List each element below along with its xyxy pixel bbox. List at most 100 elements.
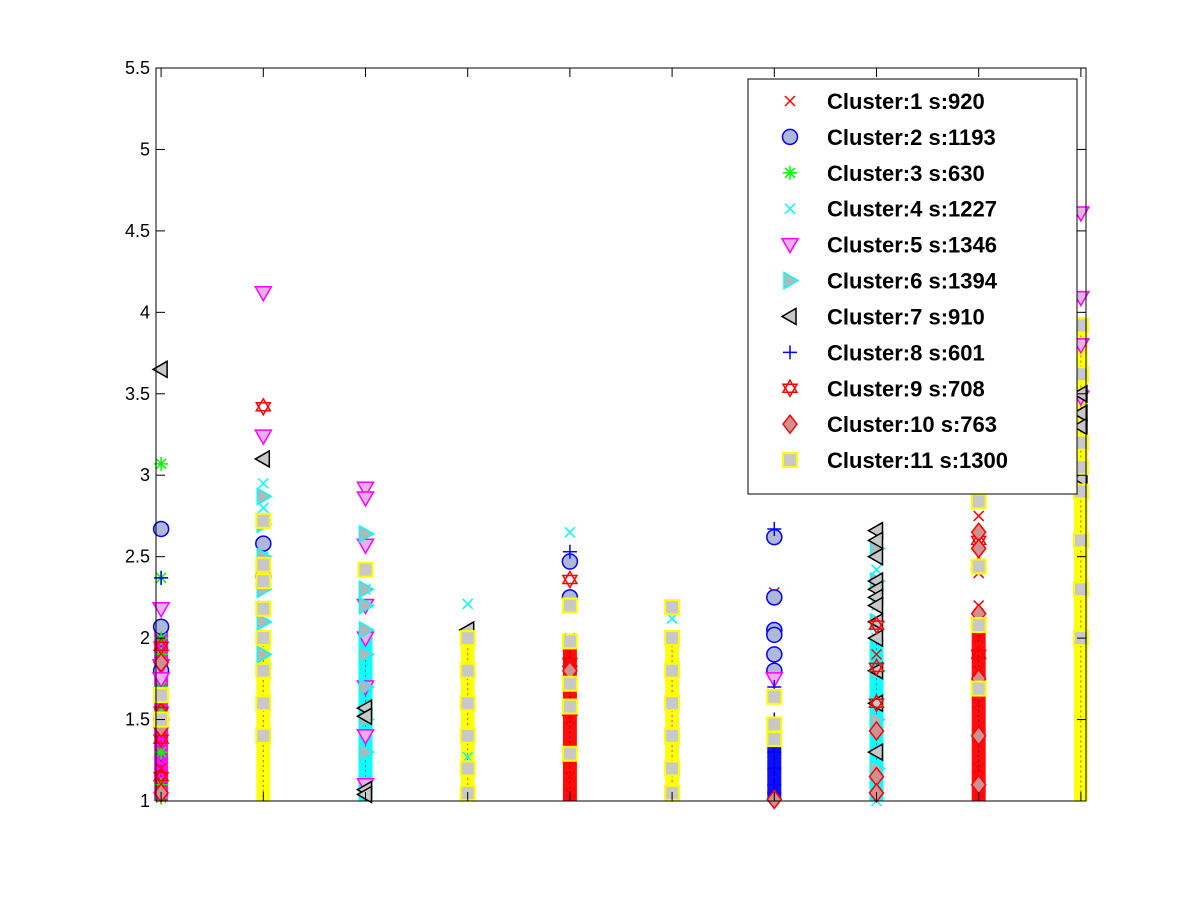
point-s9-4 [255,397,272,417]
point-s1-21 [973,632,985,644]
point-s4-16 [870,681,883,693]
point-s2-4 [255,535,272,552]
point-s5-11 [356,729,375,746]
legend-entry-2: Cluster:2 s:1193 [781,125,996,150]
y-axis-ticks: 1 1.5 2 2.5 3 3.5 4 4.5 5 5.5 [125,58,1086,811]
point-s11-22 [664,599,681,616]
point-s5-5 [356,481,375,498]
legend-marker-2 [781,128,799,146]
legend-label-1: Cluster:1 s:920 [827,89,985,114]
point-s11-26 [664,727,681,744]
ytick-label-3: 2.5 [125,547,150,567]
point-s1-15 [870,648,883,660]
point-s2-9 [766,589,783,606]
point-s11-3 [255,556,272,573]
point-s3-0 [154,456,169,471]
point-s11-20 [561,698,578,715]
point-s11-11 [459,630,476,647]
point-s5-13 [765,672,784,689]
legend-label-8: Cluster:8 s:601 [827,340,985,365]
legend-label-7: Cluster:7 s:910 [827,304,985,329]
legend-label-6: Cluster:6 s:1394 [827,269,998,294]
point-s11-12 [459,662,476,679]
legend-label-5: Cluster:5 s:1346 [827,233,997,258]
legend-label-11: Cluster:11 s:1300 [827,448,1008,473]
legend-entry-3: Cluster:3 s:630 [783,161,985,186]
legend-marker-6 [783,271,800,290]
point-s11-42 [1072,581,1089,598]
series-7 [151,360,1088,804]
point-s8-1 [562,544,577,559]
point-s11-30 [766,716,783,733]
legend-marker-1 [784,95,796,107]
point-s11-7 [255,662,272,679]
point-s2-0 [152,520,170,538]
legend-entry-7: Cluster:7 s:910 [780,304,985,329]
point-s11-29 [766,688,783,705]
point-s1-19 [973,697,985,709]
point-s11-8 [255,695,272,712]
point-s7-8 [866,531,884,550]
point-s6-10 [358,645,376,664]
point-s11-6 [255,630,272,647]
point-s8-6 [767,761,782,776]
point-s11-18 [561,633,578,650]
ytick-label-0: 1 [140,791,150,811]
point-s11-5 [255,600,272,617]
point-s11-31 [766,731,783,748]
point-s7-20 [1071,404,1088,423]
legend-entry-5: Cluster:5 s:1346 [780,233,997,258]
legend-marker-8 [783,345,797,360]
point-s5-0 [151,602,171,619]
point-s9-3 [152,767,170,787]
point-s7-18 [866,742,884,762]
legend-entry-6: Cluster:6 s:1394 [783,269,998,294]
point-s10-5 [868,720,885,742]
point-s6-9 [358,620,376,640]
point-s11-35 [970,680,987,697]
series-11 [153,317,1089,801]
legend-box [747,78,1078,495]
ytick-label-4: 3 [140,465,150,485]
point-s7-0 [151,360,168,379]
point-s3-5 [154,704,169,719]
legend-entry-11: Cluster:11 s:1300 [782,448,1008,473]
point-s11-2 [255,512,272,529]
point-s9-9 [868,657,885,677]
point-s4-1 [257,502,269,514]
point-s6-7 [358,579,376,599]
point-s4-10 [462,751,474,763]
point-s11-27 [664,760,681,777]
legend-marker-10 [782,413,798,435]
point-s11-33 [970,558,987,575]
point-s6-6 [358,524,376,544]
legend-entry-9: Cluster:9 s:708 [781,376,985,401]
point-s11-21 [561,745,578,762]
legend-entry-4: Cluster:4 s:1227 [784,197,997,222]
point-s9-5 [561,569,579,589]
point-s4-11 [564,526,576,538]
point-s11-10 [357,561,374,578]
point-s6-4 [256,612,273,632]
data-points-layer [151,206,1091,810]
point-s7-1 [253,449,271,469]
point-s6-8 [358,596,376,615]
point-s11-41 [1072,532,1089,549]
point-s1-25 [973,510,985,522]
point-s9-0 [152,636,170,656]
point-s11-4 [255,573,272,590]
ytick-label-2: 2 [140,628,150,648]
point-s7-13 [866,596,884,615]
point-s2-12 [766,646,783,663]
point-s7-15 [866,628,884,648]
point-s11-24 [664,662,681,679]
legend-marker-4 [784,203,796,215]
point-s7-21 [1071,417,1088,436]
point-s6-11 [358,677,376,697]
legend: Cluster:1 s:920 Cluster:2 s:1193 Cluster:3… [747,78,1078,495]
point-s11-0 [153,687,170,704]
legend-marker-7 [780,307,797,326]
legend-label-4: Cluster:4 s:1227 [827,197,997,222]
point-s11-34 [970,617,987,634]
point-s4-13 [870,564,883,576]
